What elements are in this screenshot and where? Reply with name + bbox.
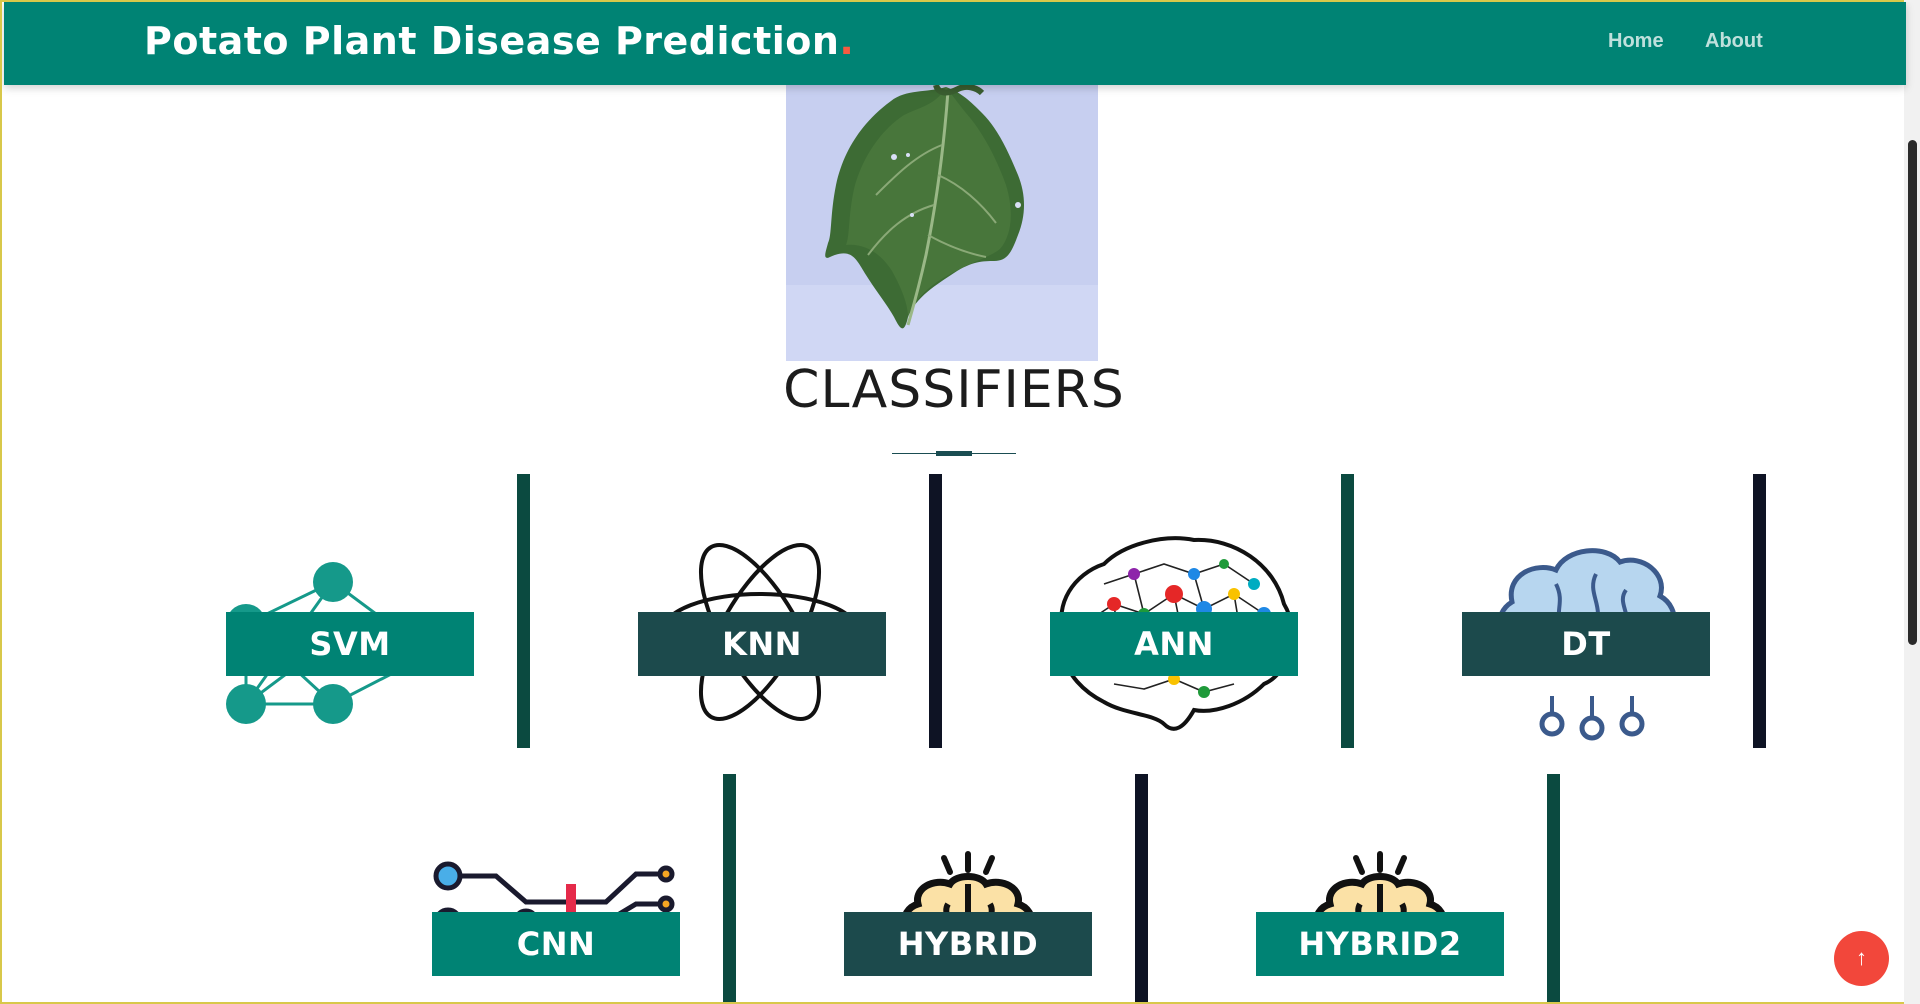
card-divider — [723, 774, 736, 1002]
classifier-card-hybrid2[interactable]: HYBRID2 — [1200, 774, 1560, 1002]
classifier-card-cnn[interactable]: CNN — [376, 774, 736, 1002]
card-divider — [517, 474, 530, 748]
card-divider — [1547, 774, 1560, 1002]
brand-logo[interactable]: Potato Plant Disease Prediction. — [144, 19, 855, 63]
card-divider — [1753, 474, 1766, 748]
nav-link-home[interactable]: Home — [1608, 30, 1664, 52]
classifier-button-cnn[interactable]: CNN — [432, 912, 680, 976]
classifier-card-knn[interactable]: KNN — [582, 474, 942, 748]
back-to-top-button[interactable]: ↑ — [1834, 931, 1889, 986]
classifier-card-ann[interactable]: ANN — [994, 474, 1354, 748]
scrollbar-thumb[interactable] — [1908, 140, 1917, 645]
arrow-up-icon: ↑ — [1856, 945, 1867, 970]
nav-link-about[interactable]: About — [1705, 30, 1763, 52]
section-title: CLASSIFIERS — [783, 360, 1125, 420]
classifier-button-ann[interactable]: ANN — [1050, 612, 1298, 676]
classifier-card-svm[interactable]: SVM — [170, 474, 530, 748]
card-divider — [929, 474, 942, 748]
classifier-button-hybrid2[interactable]: HYBRID2 — [1256, 912, 1504, 976]
classifier-card-hybrid[interactable]: HYBRID — [788, 774, 1148, 1002]
classifier-button-dt[interactable]: DT — [1462, 612, 1710, 676]
classifier-button-knn[interactable]: KNN — [638, 612, 886, 676]
navbar: Potato Plant Disease Prediction. Home Ab… — [4, 2, 1906, 85]
classifier-button-svm[interactable]: SVM — [226, 612, 474, 676]
classifier-card-dt[interactable]: DT — [1406, 474, 1766, 748]
card-divider — [1341, 474, 1354, 748]
uploaded-leaf-image — [786, 85, 1098, 361]
classifier-button-hybrid[interactable]: HYBRID — [844, 912, 1092, 976]
title-underline-accent — [936, 451, 972, 456]
card-divider — [1135, 774, 1148, 1002]
